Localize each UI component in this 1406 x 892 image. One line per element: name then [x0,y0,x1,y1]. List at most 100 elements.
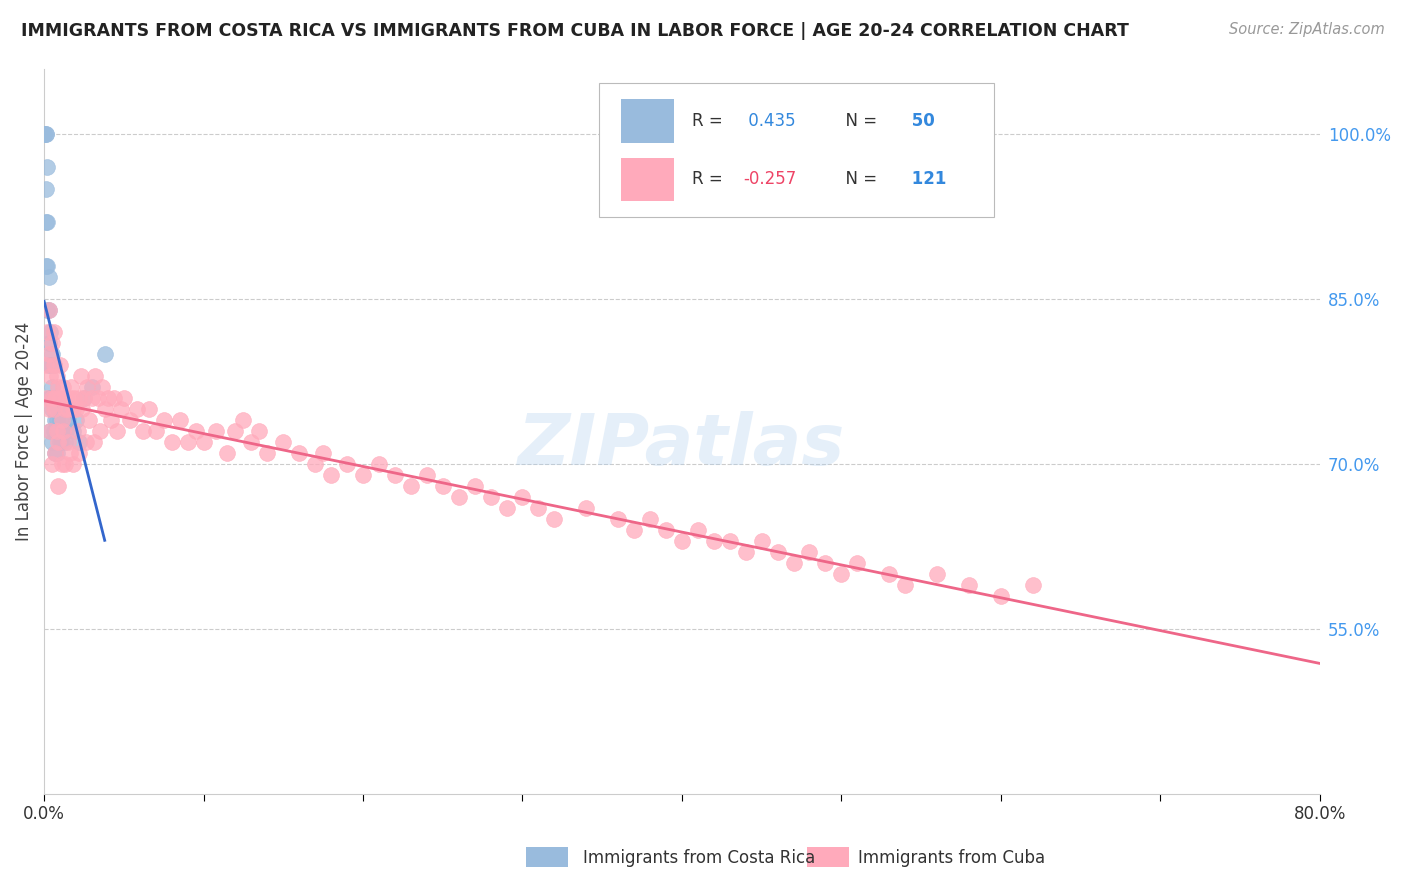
Point [224,424,246,438]
Point [67,391,90,405]
Point [35,358,58,372]
Point [56,402,79,417]
Point [193,435,215,450]
Point [76,380,98,394]
Point [205,424,228,438]
Point [41,391,63,405]
Point [93,402,115,417]
Point [894,578,917,592]
Bar [620,99,675,143]
Point [38,336,60,351]
Point [42,358,65,372]
Bar [526,847,568,867]
Text: R =: R = [692,112,728,130]
Point [37,161,59,175]
Point [35,260,58,274]
Point [368,457,391,471]
Point [38,303,60,318]
Point [84,369,107,384]
Point [53,402,76,417]
Point [846,556,869,570]
Point [990,589,1012,603]
Point [52,424,75,438]
Point [479,490,502,504]
Point [671,533,693,548]
Point [352,468,374,483]
Point [38,402,60,417]
Point [35,182,58,196]
Text: 121: 121 [907,170,946,188]
Point [495,501,517,516]
Y-axis label: In Labor Force | Age 20-24: In Labor Force | Age 20-24 [15,321,32,541]
Point [45,413,67,427]
Point [575,501,598,516]
Point [830,566,852,581]
Text: Immigrants from Cuba: Immigrants from Cuba [858,849,1045,867]
Point [39,325,62,339]
Bar [807,847,849,867]
Point [41,457,63,471]
Bar [620,158,675,201]
Point [44,413,66,427]
Point [55,391,77,405]
Point [48,435,70,450]
Point [35,128,58,142]
Point [751,533,773,548]
Text: IMMIGRANTS FROM COSTA RICA VS IMMIGRANTS FROM CUBA IN LABOR FORCE | AGE 20-24 CO: IMMIGRANTS FROM COSTA RICA VS IMMIGRANTS… [21,22,1129,40]
Point [38,358,60,372]
Point [65,402,87,417]
Point [336,457,359,471]
Point [37,325,59,339]
Point [120,413,142,427]
Point [304,457,326,471]
Point [384,468,406,483]
Point [288,446,311,460]
Point [80,391,103,405]
Point [37,391,59,405]
Point [32,128,55,142]
Point [447,490,470,504]
Point [132,424,155,438]
Point [145,424,167,438]
Point [607,512,630,526]
Point [75,435,97,450]
Point [232,413,254,427]
Point [72,402,94,417]
FancyBboxPatch shape [599,83,994,217]
Point [35,215,58,229]
Point [67,435,90,450]
Point [432,479,454,493]
Point [103,391,125,405]
Text: ZIPatlas: ZIPatlas [519,411,845,480]
Point [718,533,741,548]
Point [877,566,900,581]
Point [125,402,148,417]
Point [399,479,422,493]
Point [39,424,62,438]
Point [38,270,60,285]
Point [60,380,83,394]
Point [655,523,678,537]
Point [52,424,75,438]
Point [312,446,335,460]
Point [59,391,82,405]
Text: 0.435: 0.435 [744,112,796,130]
Point [703,533,725,548]
Text: Immigrants from Costa Rica: Immigrants from Costa Rica [583,849,815,867]
Point [138,402,160,417]
Point [44,446,66,460]
Point [41,402,63,417]
Point [73,391,96,405]
Point [256,446,278,460]
Point [89,424,111,438]
Point [49,413,72,427]
Point [1021,578,1043,592]
Point [80,380,103,394]
Point [55,424,77,438]
Point [48,380,70,394]
Point [69,369,91,384]
Point [512,490,534,504]
Point [686,523,709,537]
Point [37,215,59,229]
Point [45,391,67,405]
